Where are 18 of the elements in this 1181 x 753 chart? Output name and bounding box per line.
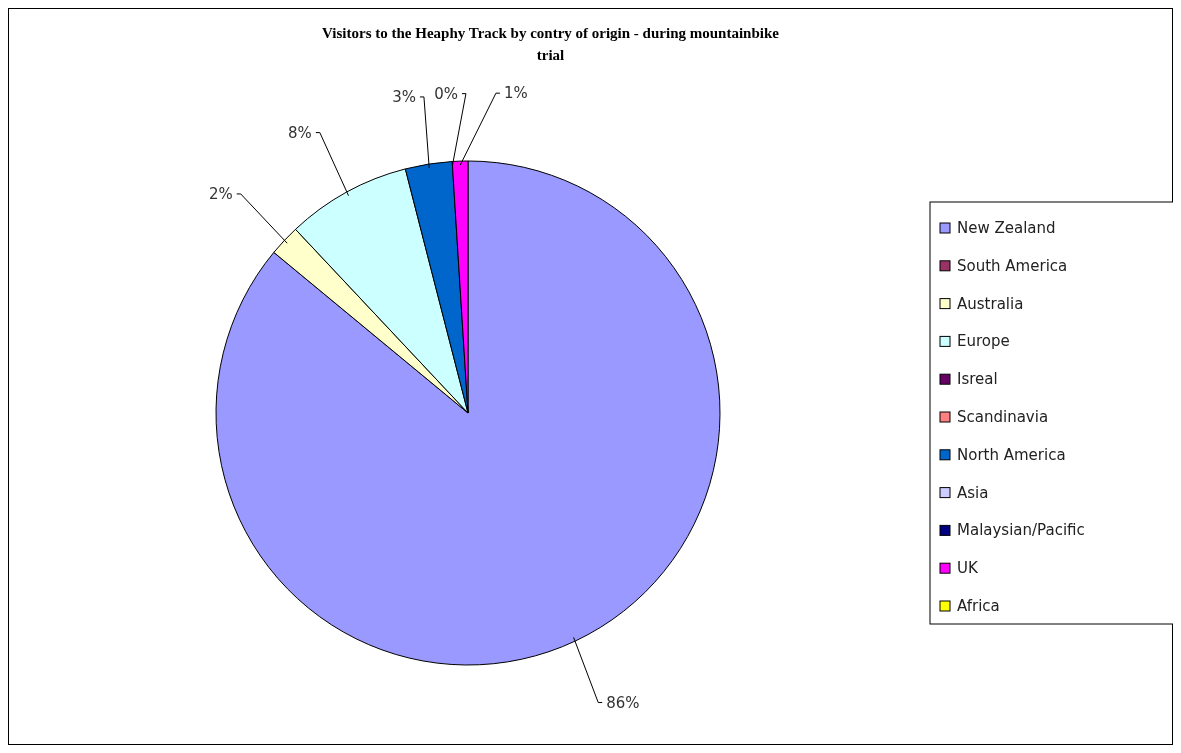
text: 0% bbox=[434, 84, 458, 103]
chart-title: Visitors to the Heaphy Track by contry of origin - during mountainbike trial bbox=[322, 25, 780, 63]
legend-label: Asia bbox=[957, 483, 989, 502]
legend-label: Africa bbox=[957, 597, 1000, 615]
legend-label: Malaysian/Pacific bbox=[957, 521, 1085, 540]
data-label: 1% bbox=[503, 84, 528, 103]
legend-label: Europe bbox=[957, 332, 1010, 351]
legend-label: North America bbox=[957, 445, 1066, 464]
legend-label: Scandinavia bbox=[957, 408, 1049, 426]
data-label: 86% bbox=[606, 693, 640, 712]
legend-label: UK bbox=[957, 559, 979, 578]
data-label: 2% bbox=[208, 184, 233, 203]
legend-label: South America bbox=[957, 256, 1068, 275]
legend-label: Australia bbox=[957, 294, 1024, 313]
legend-label: New Zealand bbox=[957, 219, 1056, 237]
data-label: 3% bbox=[392, 87, 416, 106]
data-label: 8% bbox=[288, 123, 312, 142]
legend-label: Isreal bbox=[957, 370, 998, 389]
